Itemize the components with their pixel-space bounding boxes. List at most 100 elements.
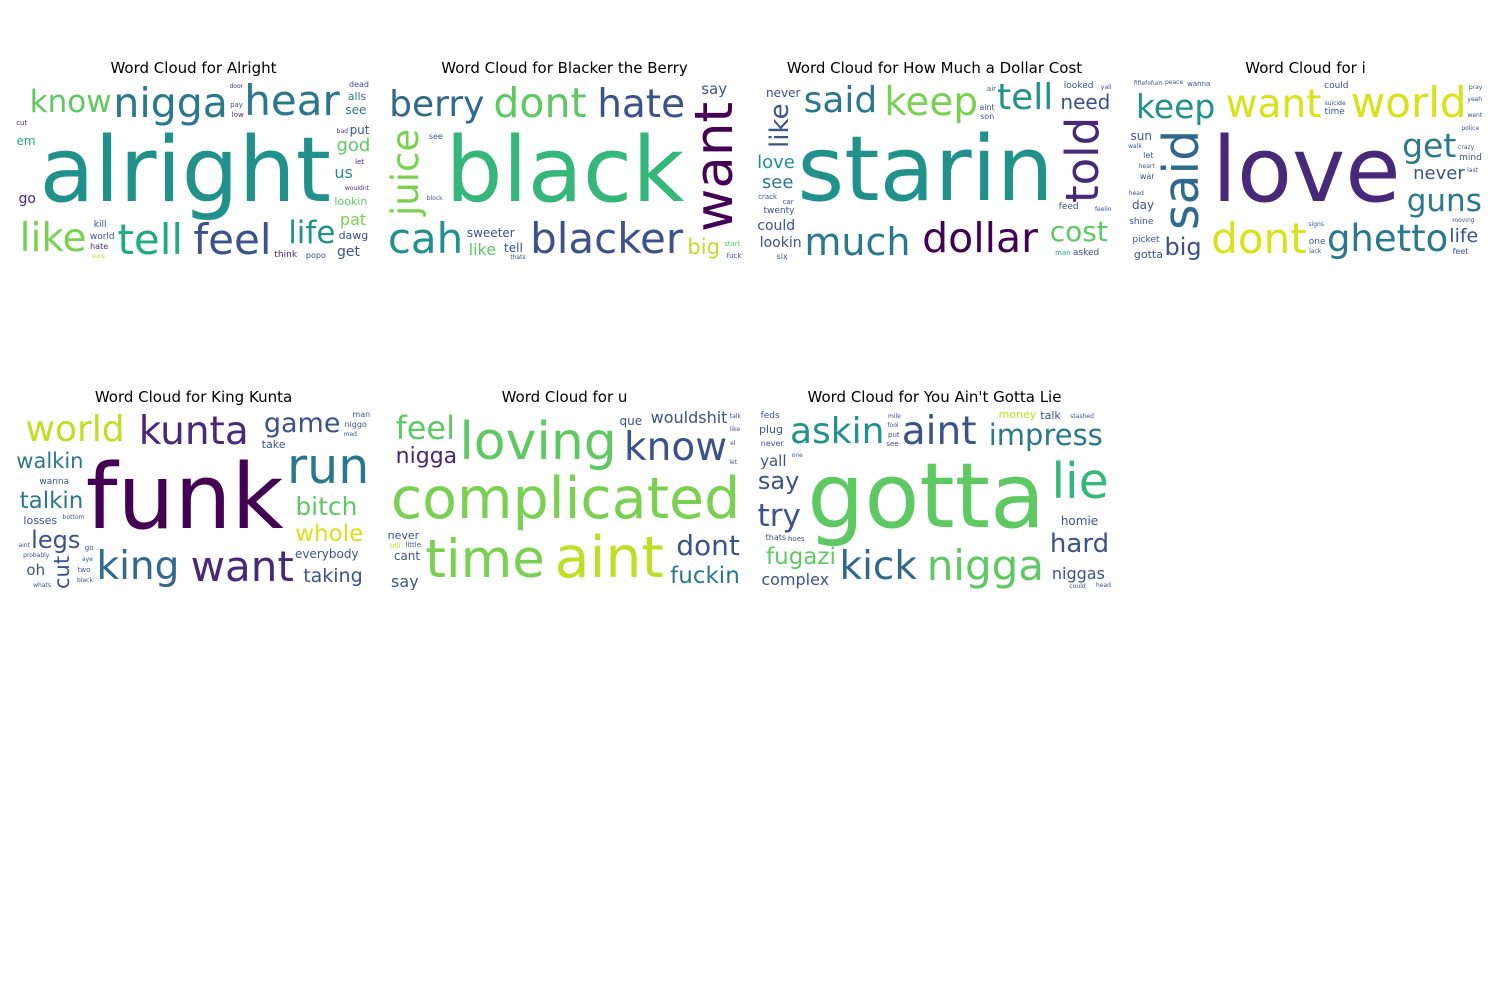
cloud-word-one: one xyxy=(1308,237,1326,248)
cloud-word-em: em xyxy=(16,133,36,148)
cloud-word-never: never xyxy=(760,438,784,448)
cloud-word-nigga: nigga xyxy=(926,541,1045,590)
cloud-word-take: take xyxy=(261,438,286,452)
cloud-word-kill: kill xyxy=(93,219,107,230)
cloud-word-fuck: fuck xyxy=(726,252,742,261)
cloud-word-looked: looked xyxy=(1063,81,1094,92)
cloud-word-time: time xyxy=(425,529,545,590)
cloud-word-complex: complex xyxy=(761,569,830,589)
cloud-word-walkin: walkin xyxy=(16,449,84,474)
cloud-word-like: like xyxy=(468,240,497,260)
cloud-word-like: like xyxy=(19,215,87,261)
cloud-word-could: could xyxy=(1069,582,1086,590)
cloud-word-put: put xyxy=(349,123,370,138)
cloud-word-know: know xyxy=(29,84,112,121)
cloud-word-big: big xyxy=(1164,233,1202,261)
cloud-word-dont: dont xyxy=(676,528,740,562)
cloud-word-niggo: niggo xyxy=(344,420,367,430)
cloud-word-head: head xyxy=(1095,582,1111,590)
cloud-word-get: get xyxy=(1402,126,1457,166)
cloud-word-lookin: lookin xyxy=(759,235,802,252)
cloud-word-aint: aint xyxy=(901,409,977,454)
cloud-word-blacker: blacker xyxy=(530,214,684,261)
cloud-word-much: much xyxy=(804,219,911,261)
cloud-word-mile: mile xyxy=(887,412,901,420)
chart-title: Word Cloud for Blacker the Berry xyxy=(441,59,688,77)
cloud-word-losses: losses xyxy=(23,513,58,527)
cloud-word-talk: talk xyxy=(1040,409,1061,422)
cloud-word-two: two xyxy=(77,565,91,574)
cloud-word-crack: crack xyxy=(758,193,778,202)
cloud-word-man: man xyxy=(1055,248,1071,257)
cloud-word-think: think xyxy=(274,250,298,261)
cloud-word-son: son xyxy=(980,112,995,122)
cloud-word-dead: dead xyxy=(349,80,369,89)
cloud-word-probably: probably xyxy=(23,552,50,560)
cloud-word-let: let xyxy=(729,458,738,466)
cloud-word-god: god xyxy=(336,135,371,157)
cloud-word-say: say xyxy=(757,467,800,496)
cloud-word-plug: plug xyxy=(758,423,783,437)
cloud-word-taking: taking xyxy=(303,565,363,588)
cloud-word-see: see xyxy=(345,103,367,118)
cloud-word-stashed: stashed xyxy=(1070,413,1094,421)
cloud-word-lie: lie xyxy=(1051,453,1109,511)
cloud-word-nigga: nigga xyxy=(395,443,458,469)
cloud-word-tell: tell xyxy=(117,214,184,261)
word-cloud-area: starin keep dollar much said told tell cost need… xyxy=(757,80,1112,261)
cloud-word-lookin: lookin xyxy=(334,195,368,209)
cloud-word-mad: mad xyxy=(343,431,357,439)
cloud-word-whats: whats xyxy=(33,581,51,589)
cloud-word-world: world xyxy=(89,231,115,242)
cloud-word-alls: alls xyxy=(347,90,367,104)
cloud-word-want: want xyxy=(1225,82,1322,128)
cloud-word-life: life xyxy=(288,215,336,252)
chart-title: Word Cloud for u xyxy=(501,388,628,406)
cloud-word-juice: juice xyxy=(387,128,428,216)
cloud-word-complicated: complicated xyxy=(390,466,741,533)
cloud-word-wanna: wanna xyxy=(1187,80,1211,89)
cloud-word-crazy: crazy xyxy=(1458,144,1475,152)
cloud-word-heart: heart xyxy=(1138,162,1155,170)
cloud-word-king: king xyxy=(96,544,180,590)
cloud-word-gotta: gotta xyxy=(1133,247,1163,261)
cloud-word-like: like xyxy=(729,426,741,434)
cloud-word-life: life xyxy=(1449,225,1479,248)
cloud-word-askin: askin xyxy=(789,410,885,452)
cloud-word-war: war xyxy=(1139,171,1155,181)
cloud-word-el: el xyxy=(730,439,736,447)
cloud-word-suicide: suicide xyxy=(1324,99,1346,107)
cloud-word-moving: moving xyxy=(1452,217,1475,225)
cloud-word-popo: popo xyxy=(305,250,326,260)
word-cloud-area: black dont blacker want cah hate berry juice swe… xyxy=(387,80,742,261)
cloud-word-walk: walk xyxy=(1128,143,1142,150)
cloud-word-start: start xyxy=(724,239,741,248)
cloud-word-want: want xyxy=(684,102,742,233)
cloud-word-little: little xyxy=(405,540,422,549)
cloud-word-oh: oh xyxy=(26,560,46,579)
word-cloud-area: gotta aint lie nigga kick askin impress hard try… xyxy=(757,409,1112,590)
cloud-word-loving: loving xyxy=(459,412,617,473)
cloud-word-see: see xyxy=(886,440,899,449)
cloud-word-cant: cant xyxy=(393,549,421,564)
cloud-word-block: block xyxy=(426,195,443,203)
cloud-word-nigga: nigga xyxy=(113,80,228,128)
cloud-word-everybody: everybody xyxy=(295,546,359,561)
cloud-word-cut: cut xyxy=(50,555,75,590)
cloud-word-hate: hate xyxy=(597,81,686,127)
cloud-word-let: let xyxy=(1143,151,1154,161)
cloud-word-hard: hard xyxy=(1049,529,1110,560)
cloud-word-world: world xyxy=(1350,80,1467,127)
cloud-word-tell: tell xyxy=(997,80,1054,119)
cloud-word-feds: feds xyxy=(760,410,780,421)
chart-title: Word Cloud for How Much a Dollar Cost xyxy=(786,59,1083,77)
cloud-word-aint: aint xyxy=(18,542,30,550)
cloud-word-say: say xyxy=(701,80,728,98)
cloud-word-pat: pat xyxy=(339,209,367,229)
cloud-word-try: try xyxy=(757,497,801,534)
cloud-word-homie: homie xyxy=(1060,514,1099,529)
cloud-word-need: need xyxy=(1060,90,1111,115)
cloud-word-fugazi: fugazi xyxy=(766,544,836,571)
chart-title: Word Cloud for You Ain't Gotta Lie xyxy=(807,388,1062,406)
cloud-word-pay: pay xyxy=(230,101,243,110)
